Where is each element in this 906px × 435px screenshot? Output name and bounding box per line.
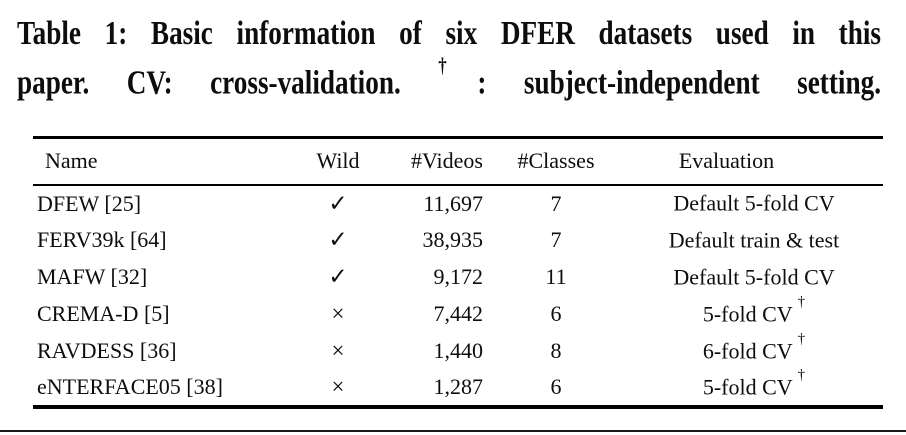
evaluation-text: 5-fold CV (702, 301, 793, 327)
videos-cell: 11,697 (423, 190, 483, 216)
column-header-classes: #Classes (487, 137, 625, 186)
videos-cell: 38,935 (422, 227, 484, 252)
dagger-icon: † (438, 52, 478, 77)
wild-cell: × (300, 370, 376, 407)
dagger-icon: † (797, 367, 806, 384)
evaluation-text: 5-fold CV (702, 374, 793, 400)
classes-cell: 7 (550, 190, 562, 216)
cross-icon: × (331, 301, 345, 326)
caption-line-2-text: paper. CV: cross-validation. (17, 64, 439, 102)
classes-cell: 6 (550, 374, 562, 399)
table-row: RAVDESS [36] × 1,440 8 6-fold CV † (33, 331, 883, 370)
dataset-name-cell: RAVDESS [36] (37, 338, 177, 363)
table-row: FERV39k [64] ✓ 38,935 7 Default train & … (33, 222, 883, 259)
evaluation-cell: 5-fold CV † (625, 294, 883, 333)
column-header-videos: #Videos (376, 137, 487, 186)
evaluation-cell: 5-fold CV † (625, 367, 883, 407)
column-header-evaluation: Evaluation (625, 137, 883, 186)
table-caption: Table 1: Basic information of six DFER d… (17, 13, 881, 103)
dagger-icon: † (797, 294, 806, 311)
videos-cell: 1,287 (433, 374, 484, 399)
check-icon: ✓ (328, 190, 348, 216)
classes-cell: 6 (550, 301, 562, 326)
check-icon: ✓ (328, 264, 348, 289)
wild-cell: × (300, 296, 376, 333)
dataset-name-cell: eNTERFACE05 [38] (37, 374, 223, 399)
videos-cell: 9,172 (433, 264, 484, 289)
evaluation-cell: 6-fold CV † (625, 331, 883, 370)
videos-cell: 7,442 (433, 301, 484, 326)
evaluation-cell: Default train & test (625, 222, 883, 259)
dataset-name-cell: MAFW [32] (37, 264, 148, 289)
cross-icon: × (331, 338, 345, 363)
column-header-name: Name (33, 137, 300, 186)
dataset-name-cell: FERV39k [64] (37, 227, 167, 252)
wild-cell: ✓ (300, 259, 376, 296)
caption-line-1: Table 1: Basic information of six DFER d… (17, 13, 881, 54)
classes-cell: 7 (550, 227, 562, 252)
evaluation-text: Default train & test (668, 227, 840, 253)
dagger-icon: † (797, 331, 806, 348)
wild-cell: × (300, 333, 376, 370)
classes-cell: 11 (545, 264, 567, 289)
wild-cell: ✓ (300, 185, 376, 222)
evaluation-text: 6-fold CV (702, 338, 793, 364)
table-row: DFEW [25] ✓ 11,697 7 Default 5-fold CV (33, 185, 883, 222)
classes-cell: 8 (550, 338, 562, 363)
column-header-wild: Wild (300, 137, 376, 186)
caption-line-2-suffix: : subject-independent setting. (477, 64, 881, 102)
evaluation-cell: Default 5-fold CV (625, 185, 883, 222)
dataset-name-cell: DFEW [25] (37, 190, 142, 216)
table-row: eNTERFACE05 [38] × 1,287 6 5-fold CV † (33, 367, 883, 407)
caption-line-2: paper. CV: cross-validation. †: subject-… (17, 52, 881, 103)
evaluation-text: Default 5-fold CV (673, 264, 835, 290)
caption-line-1-text: Table 1: Basic information of six DFER d… (17, 15, 881, 52)
check-icon: ✓ (328, 227, 348, 252)
dataset-name-cell: CREMA-D [5] (37, 301, 170, 326)
cross-icon: × (331, 374, 345, 399)
figure-bottom-border (0, 430, 906, 432)
table-row: CREMA-D [5] × 7,442 6 5-fold CV † (33, 294, 883, 333)
wild-cell: ✓ (300, 222, 376, 259)
table-row: MAFW [32] ✓ 9,172 11 Default 5-fold CV (33, 259, 883, 296)
videos-cell: 1,440 (433, 338, 484, 363)
evaluation-text: Default 5-fold CV (673, 190, 835, 216)
evaluation-cell: Default 5-fold CV (625, 259, 883, 296)
datasets-table: Name Wild #Videos #Classes Evaluation DF… (33, 136, 883, 409)
table-header-row: Name Wild #Videos #Classes Evaluation (33, 137, 883, 186)
